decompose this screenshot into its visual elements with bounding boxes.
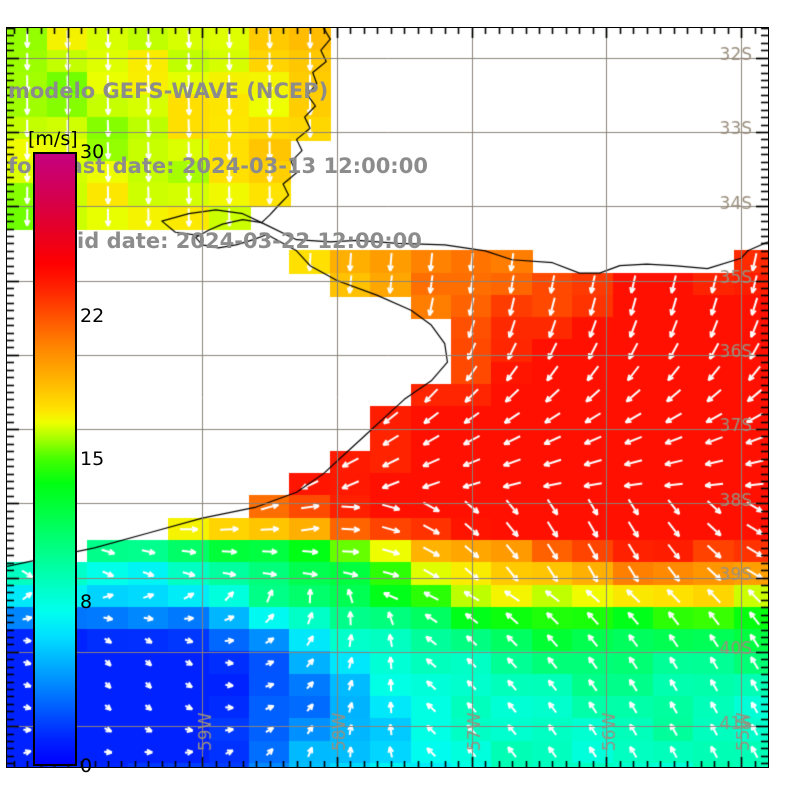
colorbar[interactable] <box>33 152 77 766</box>
colorbar-tick-22: 22 <box>80 304 105 327</box>
map-plot-area[interactable] <box>6 27 769 768</box>
colorbar-tick-30: 30 <box>80 141 105 163</box>
colorbar-unit-label: [m/s] <box>28 128 78 150</box>
colorbar-tick-8: 8 <box>80 591 93 614</box>
colorbar-gradient <box>33 152 77 766</box>
colorbar-tick-0: 0 <box>80 755 93 777</box>
colorbar-tick-15: 15 <box>80 448 105 470</box>
axis-ticks-and-labels <box>7 28 768 767</box>
